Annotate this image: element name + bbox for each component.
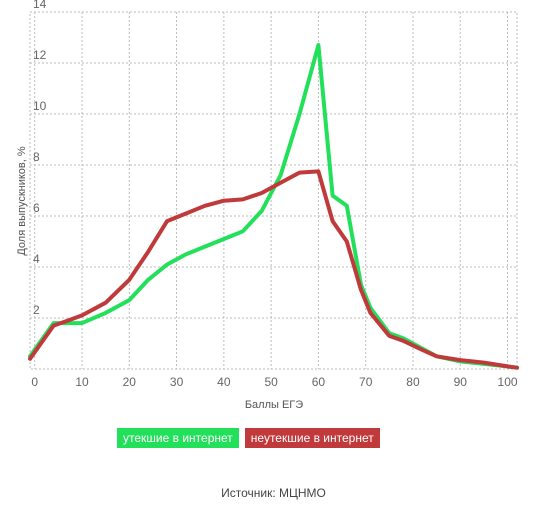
x-tick-label: 50 [264,375,278,389]
x-tick-label: 90 [454,375,468,389]
y-tick-label: 6 [33,201,40,215]
y-tick-label: 12 [33,48,47,62]
x-tick-label: 20 [123,375,137,389]
x-tick-label: 0 [31,375,38,389]
source-note: Источник: МЦНМО [221,486,326,500]
y-tick-label: 10 [33,99,47,113]
series-line-leaked [28,43,519,370]
legend: утекшие в интернет неутекшие в интернет [117,428,380,448]
x-tick-label: 40 [217,375,231,389]
x-tick-label: 100 [498,375,518,389]
legend-item-leaked[interactable]: утекшие в интернет [117,428,239,448]
series-lines [28,43,519,370]
y-tick-label: 2 [33,303,40,317]
x-tick-label: 70 [359,375,373,389]
x-tick-label: 60 [312,375,326,389]
grid [29,11,518,370]
x-tick-label: 10 [75,375,89,389]
y-tick-label: 8 [33,150,40,164]
series-line-not-leaked [28,169,519,370]
x-axis-label: Баллы ЕГЭ [245,399,303,411]
x-tick-label: 80 [406,375,420,389]
y-axis-label: Доля выпускников, % [16,146,28,256]
y-tick-label: 14 [33,0,47,11]
line-chart: 0 10 20 30 40 50 60 70 80 90 100 2 4 6 8 10 12 14 Баллы Е… [16,0,519,411]
tick-labels: 0 10 20 30 40 50 60 70 80 90 100 2 4 6 8 10 12 14 [31,0,517,389]
x-tick-label: 30 [170,375,184,389]
plot-border [29,11,518,370]
legend-item-not-leaked[interactable]: неутекшие в интернет [244,428,380,448]
y-tick-label: 4 [33,252,40,266]
